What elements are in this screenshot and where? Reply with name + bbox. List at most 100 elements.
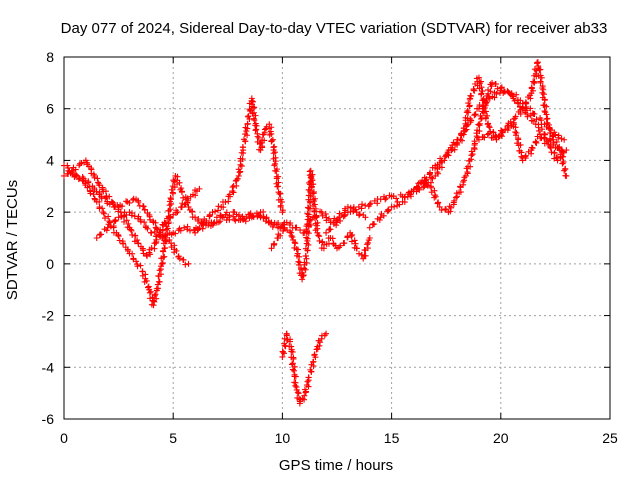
trace-point (475, 121, 482, 128)
trace-point (159, 259, 166, 266)
trace-point (146, 289, 153, 296)
trace-point (102, 195, 109, 202)
trace-point (106, 218, 113, 225)
trace-point (184, 223, 191, 230)
trace-point (471, 138, 478, 145)
trace-point (272, 167, 279, 174)
trace-point (118, 214, 125, 221)
data-point (192, 229, 199, 236)
trace-point (423, 176, 430, 183)
trace-point (463, 109, 470, 116)
trace-point (310, 358, 317, 365)
trace-point (538, 74, 545, 81)
trace-point (385, 207, 392, 214)
data-point (355, 203, 362, 210)
trace-point (322, 210, 329, 217)
trace-point (493, 90, 500, 97)
trace-point (422, 177, 429, 184)
data-point (279, 353, 286, 360)
series-sat-l (475, 121, 570, 164)
x-tick-label: 10 (275, 430, 291, 446)
trace-point (125, 220, 132, 227)
trace-point (87, 190, 94, 197)
trace-point (512, 113, 519, 120)
trace-point (219, 214, 226, 221)
trace-point (382, 196, 389, 203)
series-sat-k (410, 59, 570, 195)
data-point (301, 392, 308, 399)
trace-point (273, 221, 280, 228)
trace-point (85, 178, 92, 185)
trace-point (143, 277, 150, 284)
trace-point (494, 85, 501, 92)
trace-point (141, 207, 148, 214)
trace-point (358, 251, 365, 258)
trace-point (470, 86, 477, 93)
trace-point (522, 99, 529, 106)
y-tick-label: -4 (42, 359, 55, 375)
trace-point (309, 190, 316, 197)
trace-point (347, 208, 354, 215)
data-point (563, 172, 570, 179)
trace-point (187, 227, 194, 234)
trace-point (558, 135, 565, 142)
trace-point (520, 105, 527, 112)
trace-point (129, 250, 136, 257)
trace-point (151, 245, 158, 252)
trace-point (100, 210, 107, 217)
trace-point (467, 163, 474, 170)
trace-point (371, 221, 378, 228)
trace-point (356, 211, 363, 218)
plot-frame (63, 56, 611, 420)
trace-point (391, 203, 398, 210)
trace-point (543, 103, 550, 110)
trace-point (206, 212, 213, 219)
data-point (323, 330, 330, 337)
trace-point (314, 219, 321, 226)
data-point (192, 214, 199, 221)
trace-point (250, 115, 257, 122)
trace-point (246, 106, 253, 113)
trace-point (156, 278, 163, 285)
trace-point (461, 128, 468, 135)
trace-point (88, 170, 95, 177)
trace-point (464, 170, 471, 177)
trace-point (135, 197, 142, 204)
trace-point (95, 179, 102, 186)
trace-point (488, 134, 495, 141)
trace-point (161, 253, 168, 260)
trace-point (396, 201, 403, 208)
trace-point (112, 217, 119, 224)
trace-point (300, 272, 307, 279)
trace-point (104, 198, 111, 205)
trace-point (438, 164, 445, 171)
trace-point (541, 140, 548, 147)
trace-point (477, 112, 484, 119)
trace-point (544, 138, 551, 145)
trace-point (538, 135, 545, 142)
trace-point (531, 111, 538, 118)
trace-point (268, 138, 275, 145)
trace-point (302, 266, 309, 273)
trace-point (308, 173, 315, 180)
series-sat-d (93, 209, 286, 241)
trace-point (299, 269, 306, 276)
data-point (148, 229, 155, 236)
trace-point (172, 230, 179, 237)
trace-point (316, 339, 323, 346)
trace-point (306, 217, 313, 224)
trace-point (249, 212, 256, 219)
trace-point (481, 104, 488, 111)
trace-point (352, 206, 359, 213)
trace-point (91, 195, 98, 202)
trace-point (555, 132, 562, 139)
y-tick-label: 0 (46, 256, 54, 272)
trace-point (460, 125, 467, 132)
data-point (268, 245, 275, 252)
trace-point (337, 217, 344, 224)
trace-point (287, 228, 294, 235)
trace-point (174, 209, 181, 216)
trace-point (192, 192, 199, 199)
trace-point (295, 261, 302, 268)
